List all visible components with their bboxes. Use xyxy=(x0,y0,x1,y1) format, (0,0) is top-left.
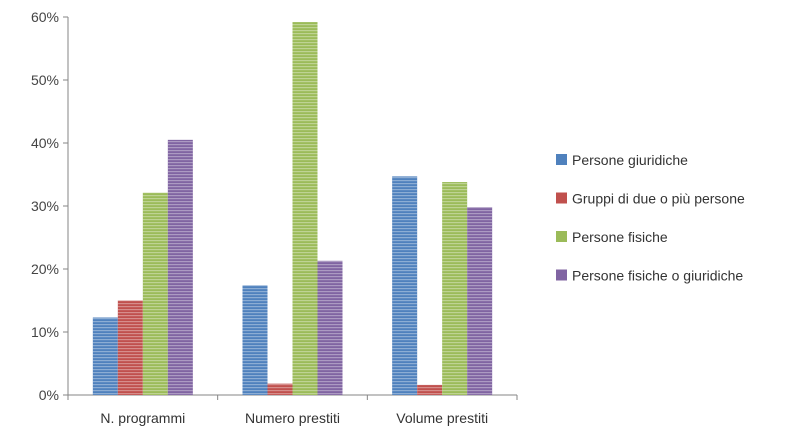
legend-label-4: Persone fisiche o giuridiche xyxy=(572,268,743,284)
bar-texture xyxy=(167,139,193,395)
x-category-label: Volume prestiti xyxy=(396,410,488,426)
bar-texture xyxy=(292,22,318,395)
bar-texture xyxy=(92,317,118,395)
bar-texture xyxy=(142,192,168,395)
y-tick-label: 30% xyxy=(31,198,59,214)
bar-texture xyxy=(417,384,443,395)
legend-swatch-2 xyxy=(556,192,567,204)
legend-swatch-3 xyxy=(556,231,567,242)
legend-label-2: Gruppi di due o più persone xyxy=(572,191,745,207)
x-category-label: N. programmi xyxy=(100,410,185,426)
bar-texture xyxy=(242,285,268,395)
legend-label-3: Persone fisiche xyxy=(572,229,668,245)
y-tick-label: 0% xyxy=(39,387,59,403)
y-tick-label: 40% xyxy=(31,135,59,151)
bar-texture xyxy=(392,176,418,395)
y-tick-label: 10% xyxy=(31,324,59,340)
bar-texture xyxy=(317,260,343,395)
legend-swatch-4 xyxy=(556,269,567,281)
bar-texture xyxy=(442,182,468,395)
x-category-label: Numero prestiti xyxy=(245,410,340,426)
legend-swatch-1 xyxy=(556,154,567,165)
legend-label-1: Persone giuridiche xyxy=(572,152,688,168)
bar-texture xyxy=(467,207,493,395)
bar-texture xyxy=(117,300,143,395)
y-tick-label: 20% xyxy=(31,261,59,277)
bar-texture xyxy=(267,383,293,395)
y-tick-label: 50% xyxy=(31,72,59,88)
y-tick-label: 60% xyxy=(31,9,59,25)
